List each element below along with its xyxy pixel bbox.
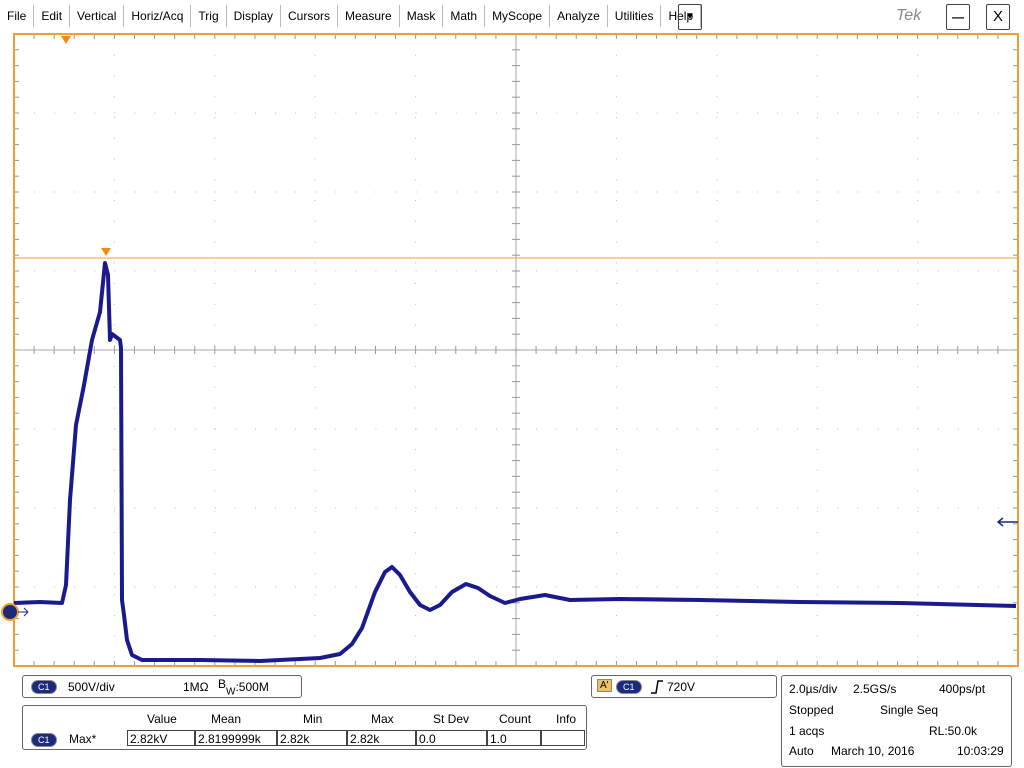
column-header: Count (499, 712, 532, 726)
trigger-mode: Auto (789, 744, 814, 758)
record-length: RL:50.0k (929, 724, 978, 738)
measurement-box[interactable]: C1 Max* Value Mean Min Max St Dev Count Info 2.… (22, 705, 587, 750)
acq-state: Stopped (789, 703, 834, 717)
column-header: Value (147, 712, 177, 726)
brand: Tek (896, 7, 922, 24)
channel-coupling: 1MΩ (183, 680, 209, 694)
menu-item[interactable]: Trig (191, 5, 227, 27)
measurement-name: Max* (69, 732, 97, 746)
trigger-slope-icon (651, 680, 663, 694)
measurement-cell: 2.82k (277, 730, 347, 746)
graticule-frame (13, 33, 1019, 667)
measurement-cell: 1.0 (487, 730, 541, 746)
resolution: 400ps/pt (939, 682, 986, 696)
close-button[interactable]: X (986, 4, 1010, 30)
menu-item[interactable]: Help (661, 5, 702, 27)
trigger-mode: A' (597, 679, 612, 692)
channel-badge: C1 (31, 680, 57, 694)
menu-item[interactable]: Vertical (70, 5, 125, 27)
bandwidth-label: B (218, 677, 227, 691)
acq-mode: Single Seq (880, 703, 939, 717)
info-cell (541, 730, 585, 746)
acq-count: 1 acqs (789, 724, 825, 738)
menu-item[interactable]: Utilities (608, 5, 662, 27)
graticule (1, 33, 1019, 667)
menu-item[interactable]: File (0, 5, 35, 27)
menu-item[interactable]: MyScope (485, 5, 551, 27)
waveform-trace (13, 261, 1017, 663)
bandwidth-value: :500M (235, 680, 269, 694)
channel-box[interactable]: C1 500V/div 1MΩ BW:500M (22, 675, 302, 698)
channel-scale: 500V/div (68, 680, 115, 694)
menu-item[interactable]: Analyze (550, 5, 608, 27)
date: March 10, 2016 (831, 744, 915, 758)
column-header: Max (371, 712, 394, 726)
menu-item[interactable]: Math (443, 5, 486, 27)
menu-item[interactable]: Measure (338, 5, 400, 27)
channel-arrow (18, 607, 29, 617)
column-header: Min (303, 712, 323, 726)
menu-bar: File Edit Vertical Horiz/Acq Trig Display Curs… (0, 0, 1024, 32)
cursor-marker (101, 248, 111, 256)
menu-item[interactable]: Display (227, 5, 281, 27)
minimize-button[interactable]: — (946, 4, 970, 30)
measurement-cell: 2.82kV (127, 730, 195, 746)
time: 10:03:29 (957, 744, 1004, 758)
column-header: Info (556, 712, 577, 726)
trigger-arrow (996, 517, 1018, 527)
menu-item[interactable]: Edit (34, 5, 71, 27)
menu-item[interactable]: Mask (400, 5, 444, 27)
bandwidth: BW:500M (218, 677, 269, 698)
trigger-level: 720V (667, 680, 696, 694)
measurement-cell: 2.82k (347, 730, 416, 746)
bandwidth-sub: W (226, 686, 236, 698)
horizontal-box[interactable]: 2.0µs/div 2.5GS/s 400ps/pt Stopped Singl… (781, 675, 1012, 767)
trigger-position-marker (61, 36, 71, 44)
grid (13, 33, 1019, 667)
menu-item[interactable]: Cursors (281, 5, 339, 27)
measurement-cell: 2.8199999k (195, 730, 277, 746)
menu-item[interactable]: Horiz/Acq (124, 5, 192, 27)
time-scale: 2.0µs/div (789, 682, 838, 696)
trigger-box[interactable]: A' C1 720V (591, 675, 777, 698)
sample-rate: 2.5GS/s (853, 682, 897, 696)
measurement-badge: C1 (31, 733, 57, 747)
trigger-badge: C1 (616, 680, 642, 694)
column-header: St Dev (433, 712, 470, 726)
channel-marker[interactable] (1, 603, 19, 621)
measurement-cell: 0.0 (416, 730, 487, 746)
menu-more[interactable]: ▼ (678, 4, 702, 30)
column-header: Mean (211, 712, 242, 726)
